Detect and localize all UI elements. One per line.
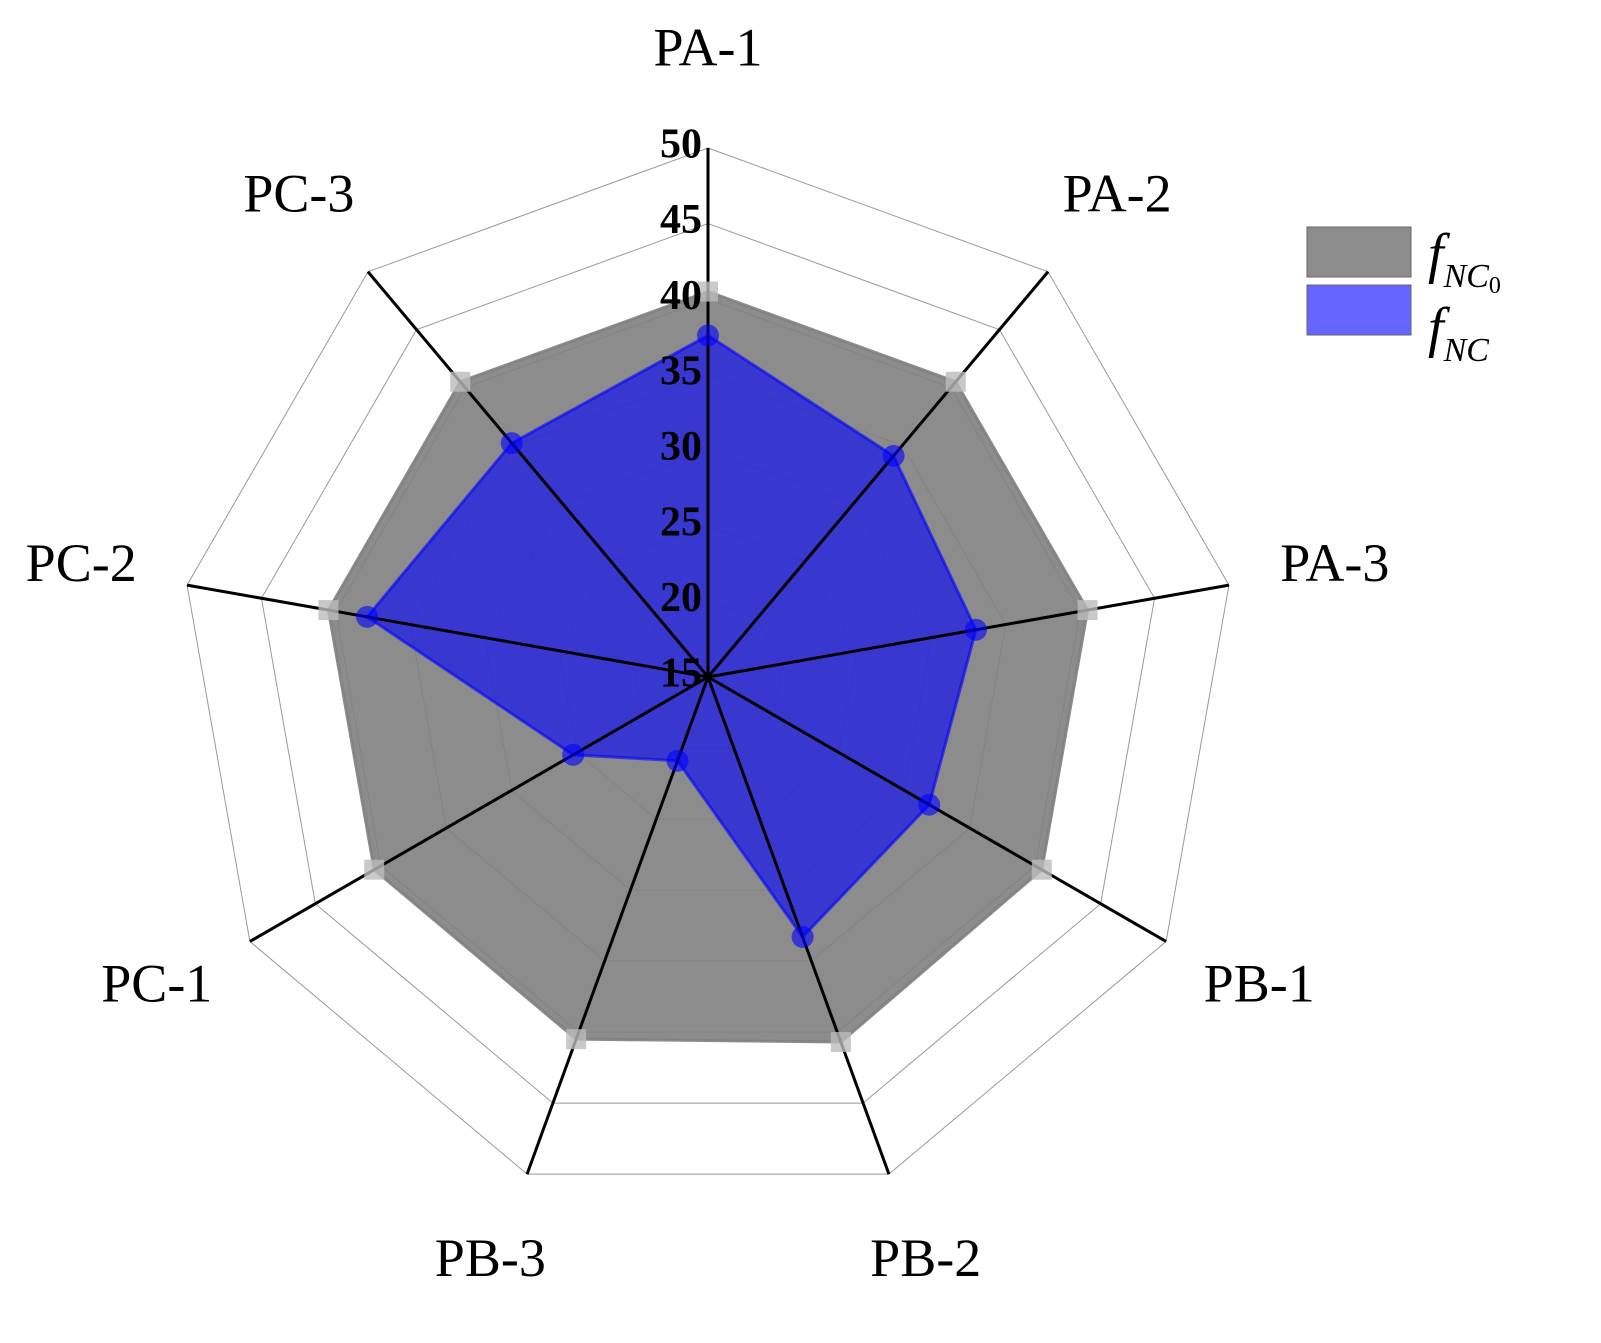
category-label: PA-3 (1280, 533, 1389, 593)
marker (830, 1032, 851, 1053)
r-tick-label: 20 (660, 575, 702, 621)
grid-ring (186, 147, 1230, 1175)
marker (450, 371, 471, 392)
legend-label: fNC0 (1428, 223, 1501, 299)
axis-spoke (706, 270, 1050, 678)
r-tick-label: 15 (660, 651, 702, 697)
axis-spoke (186, 583, 709, 679)
marker (964, 618, 987, 641)
r-tick-label: 45 (660, 197, 702, 243)
legend-label: fNC (1428, 297, 1489, 369)
r-tick-label: 50 (660, 122, 702, 168)
marker (918, 793, 941, 816)
marker (698, 281, 718, 302)
r-tick-label: 30 (660, 424, 702, 470)
marker (318, 600, 339, 621)
marker (566, 1029, 587, 1050)
marker (1077, 600, 1098, 621)
category-label: PC-2 (26, 533, 137, 593)
legend-swatch (1306, 284, 1412, 336)
marker (945, 371, 966, 392)
axis-spoke (249, 675, 709, 943)
marker (666, 749, 689, 772)
marker (356, 605, 379, 628)
marker (882, 444, 905, 467)
marker (562, 743, 585, 766)
category-label: PB-3 (435, 1228, 546, 1288)
legend-swatch (1306, 226, 1412, 278)
category-label: PB-2 (870, 1228, 981, 1288)
category-label: PA-1 (653, 17, 762, 77)
marker (1031, 859, 1052, 880)
r-tick-label: 40 (660, 273, 702, 319)
series-area (364, 333, 978, 940)
axis-spoke (706, 676, 891, 1175)
grid-ring (260, 223, 1156, 1104)
r-tick-label: 35 (660, 348, 702, 394)
category-label: PA-2 (1063, 163, 1172, 223)
marker (697, 324, 719, 347)
marker (364, 859, 385, 880)
r-tick-label: 25 (660, 499, 702, 545)
category-label: PB-1 (1204, 953, 1315, 1013)
category-label: PC-1 (101, 953, 212, 1013)
marker (791, 925, 814, 948)
category-label: PC-3 (243, 163, 354, 223)
marker (500, 432, 523, 455)
axis-spoke (366, 270, 710, 678)
